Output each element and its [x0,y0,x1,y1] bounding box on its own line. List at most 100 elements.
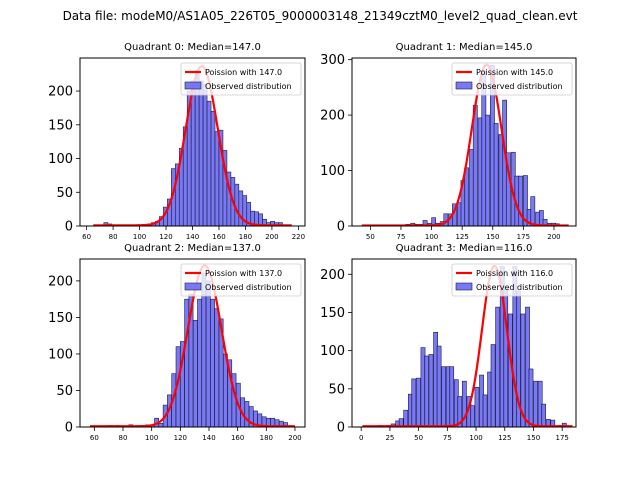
histogram-bar [428,354,434,428]
histogram-bar [206,100,212,227]
y-tick-label: 100 [48,347,73,362]
x-tick-label: 140 [186,233,199,241]
legend-label-observed: Observed distribution [476,283,563,292]
histogram-bar [495,306,501,428]
legend-label-poisson: Poission with 137.0 [205,269,282,278]
subplot-title: Quadrant 2: Median=137.0 [124,243,261,254]
x-tick-label: 160 [231,434,244,442]
legend-box [180,62,302,96]
subplot-quadrant-2: Quadrant 2: Median=137.0 0 50 100 150 200 60 80… [48,243,306,442]
histogram-bar [214,308,220,428]
histogram-bar [158,423,164,428]
x-tick-label: 160 [212,233,225,241]
histogram-bar [533,380,538,428]
poisson-curve [90,264,295,428]
histogram-bar [482,394,488,428]
subplot-title: Quadrant 0: Median=147.0 [124,42,261,53]
histogram-bar [441,366,447,428]
x-tick-label: 75 [443,434,452,442]
legend-label-poisson: Poission with 147.0 [205,68,282,77]
x-tick-label: 120 [174,434,187,442]
subplot-title: Quadrant 1: Median=145.0 [396,42,533,53]
x-tick-label: 80 [109,233,118,241]
y-tick-label: 0 [337,421,345,436]
legend-label-observed: Observed distribution [205,283,292,292]
legend-bar-swatch [184,81,202,90]
histogram-bar [424,355,429,428]
histogram-bar [449,366,455,428]
x-tick-label: 100 [469,434,482,442]
histogram-bar [436,345,442,428]
x-tick-label: 60 [82,233,91,241]
histogram-bar [197,298,202,428]
x-tick-label: 100 [145,434,158,442]
histogram-bar [238,190,244,227]
histogram-bar [485,114,490,227]
histogram-bar [528,368,534,428]
x-tick-label: 175 [556,434,569,442]
histogram-bar [416,377,421,428]
histogram-bar [201,273,207,428]
histogram-bar [530,196,536,227]
x-tick-label: 220 [292,233,305,241]
x-tick-label: 125 [498,434,511,442]
histogram-bar [210,111,216,227]
histogram-bar [244,401,250,428]
x-tick-label: 120 [159,233,172,241]
subplot-title: Quadrant 3: Median=116.0 [396,243,533,254]
x-tick-label: 140 [202,434,215,442]
x-tick-label: 50 [414,434,423,442]
axes-frame [351,258,577,428]
histogram-bar [184,298,190,428]
histogram-bar [205,280,211,428]
x-tick-label: 60 [90,434,99,442]
x-tick-label: 150 [486,233,499,241]
x-tick-label: 100 [133,233,146,241]
x-tick-label: 125 [455,233,468,241]
histogram-bar [470,405,475,428]
legend-label-poisson: Poission with 116.0 [476,269,553,278]
histogram-bar [210,298,215,428]
legend-bar-swatch [455,282,473,291]
y-tick-label: 200 [320,268,345,283]
legend-bar-swatch [455,81,473,90]
y-tick-label: 50 [56,186,73,201]
figure-suptitle: Data file: modeM0/AS1A05_226T05_90000031… [63,9,578,23]
y-tick-label: 150 [320,306,345,321]
x-tick-label: 150 [527,434,540,442]
y-tick-label: 200 [320,109,345,124]
y-tick-label: 150 [48,311,73,326]
legend-label-observed: Observed distribution [205,82,292,91]
x-tick-label: 25 [385,434,394,442]
x-tick-label: 180 [239,233,252,241]
histogram-bar [192,320,198,428]
x-tick-label: 100 [425,233,438,241]
x-tick-label: 200 [288,434,301,442]
histogram-bar [472,104,478,227]
y-tick-label: 0 [337,220,345,235]
axes-frame [79,258,306,428]
legend-box [451,263,573,297]
legend-box [180,263,302,297]
legend-label-poisson: Poission with 145.0 [476,68,553,77]
subplot-quadrant-0: Quadrant 0: Median=147.0 0 50 100 150 200 60 80… [48,42,306,241]
x-tick-label: 50 [366,233,375,241]
y-tick-label: 100 [48,152,73,167]
histogram-bar [518,175,523,227]
histogram-bar [541,403,546,428]
histogram-bar [490,344,496,428]
x-tick-label: 180 [260,434,273,442]
histogram-bar [493,123,499,227]
subplot-quadrant-1: Quadrant 1: Median=145.0 0 100 200 300 50 75 10… [320,42,577,241]
y-tick-label: 50 [56,384,73,399]
x-tick-label: 0 [359,434,363,442]
y-tick-label: 50 [328,382,345,397]
x-tick-label: 200 [547,233,560,241]
y-tick-label: 200 [48,274,73,289]
y-tick-label: 200 [48,85,73,100]
x-tick-label: 175 [517,233,530,241]
y-tick-label: 0 [65,220,73,235]
subplot-quadrant-3: Quadrant 3: Median=116.0 0 50 100 150 200 0 25 5… [320,243,577,442]
poisson-curve [361,63,569,227]
